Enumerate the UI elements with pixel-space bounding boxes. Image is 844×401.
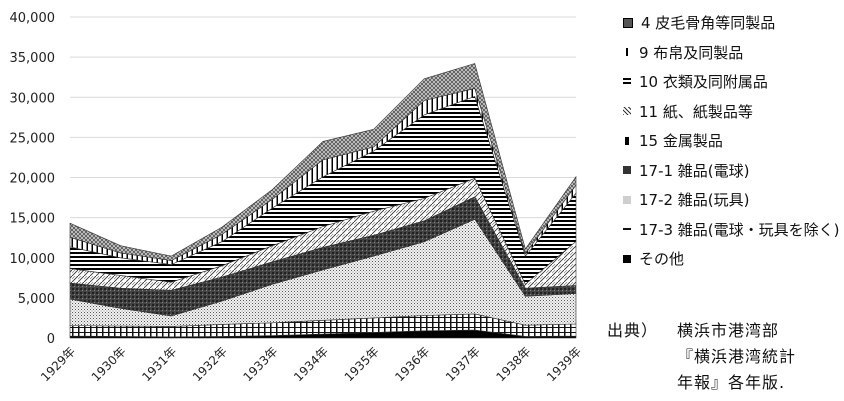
source-line-3: 年報』各年版. — [677, 373, 786, 392]
x-tick-label: 1933年 — [241, 344, 281, 384]
x-tick-label: 1931年 — [139, 344, 179, 384]
legend-item-fur-bone: 4 皮毛骨角等同製品 — [623, 8, 840, 38]
legend-label: 15 金属製品 — [639, 132, 723, 151]
source-note: 出典） 横浜市港湾部 『横浜港湾統計 年報』各年版. — [607, 318, 796, 396]
legend-swatch — [623, 77, 631, 86]
y-axis-tick-labels: 0 5,000 10,000 15,000 20,000 25,000 30,000 35,0… — [10, 11, 56, 347]
y-tick-label: 5,000 — [18, 292, 55, 307]
legend-swatch — [626, 48, 628, 57]
x-tick-label: 1936年 — [392, 344, 432, 384]
y-tick-label: 0 — [47, 332, 55, 347]
legend-item-toy: 17-2 雑品(玩具) — [623, 185, 840, 215]
y-tick-label: 40,000 — [10, 11, 56, 26]
legend-item-clothing: 10 衣類及同附属品 — [623, 67, 840, 97]
legend-label: 11 紙、紙製品等 — [639, 102, 753, 121]
source-lead: 出典） — [607, 321, 659, 340]
legend-swatch — [623, 107, 631, 116]
x-tick-label: 1935年 — [342, 344, 382, 384]
legend-label: 17-1 雑品(電球) — [639, 161, 750, 180]
legend-swatch — [623, 195, 631, 204]
x-axis-tick-labels: 1929年 1930年 1931年 1932年 1933年 1934年 1935年 1936年… — [38, 344, 584, 384]
legend-label: 9 布帛及同製品 — [639, 43, 744, 62]
stacked-area-chart: 0 5,000 10,000 15,000 20,000 25,000 30,000 35,0… — [10, 11, 585, 384]
y-tick-label: 35,000 — [10, 51, 56, 66]
legend-label: その他 — [639, 250, 685, 269]
legend-swatch — [623, 225, 631, 234]
x-tick-label: 1939年 — [544, 344, 584, 384]
legend-swatch — [623, 17, 633, 28]
legend-label: 17-3 雑品(電球・玩具を除く) — [639, 220, 840, 239]
x-tick-label: 1937年 — [443, 344, 483, 384]
legend-swatch — [623, 254, 631, 263]
legend-swatch — [623, 166, 631, 175]
legend: 4 皮毛骨角等同製品 9 布帛及同製品 10 衣類及同附属品 11 紙、紙製品等… — [623, 8, 840, 274]
y-tick-label: 15,000 — [10, 212, 56, 227]
area-fur-bone — [69, 63, 577, 261]
x-tick-label: 1930年 — [89, 344, 129, 384]
legend-label: 10 衣類及同附属品 — [639, 73, 768, 92]
legend-item-other: その他 — [623, 244, 840, 274]
x-tick-label: 1938年 — [494, 344, 534, 384]
legend-item-paper: 11 紙、紙製品等 — [623, 97, 840, 127]
legend-label: 4 皮毛骨角等同製品 — [641, 14, 776, 33]
stacked-areas — [69, 63, 577, 339]
legend-swatch — [625, 136, 629, 145]
legend-label: 17-2 雑品(玩具) — [639, 191, 750, 210]
x-tick-label: 1932年 — [190, 344, 230, 384]
y-tick-label: 25,000 — [10, 131, 56, 146]
legend-item-metal: 15 金属製品 — [623, 126, 840, 156]
y-tick-label: 10,000 — [10, 252, 56, 267]
source-line-1: 横浜市港湾部 — [677, 321, 780, 340]
y-tick-label: 30,000 — [10, 91, 56, 106]
x-tick-label: 1929年 — [38, 344, 78, 384]
legend-item-misc-other: 17-3 雑品(電球・玩具を除く) — [623, 215, 840, 245]
y-tick-label: 20,000 — [10, 172, 56, 187]
source-line-2: 『横浜港湾統計 — [677, 347, 797, 366]
legend-item-fabric: 9 布帛及同製品 — [623, 38, 840, 68]
x-tick-label: 1934年 — [291, 344, 331, 384]
legend-item-bulb: 17-1 雑品(電球) — [623, 156, 840, 186]
